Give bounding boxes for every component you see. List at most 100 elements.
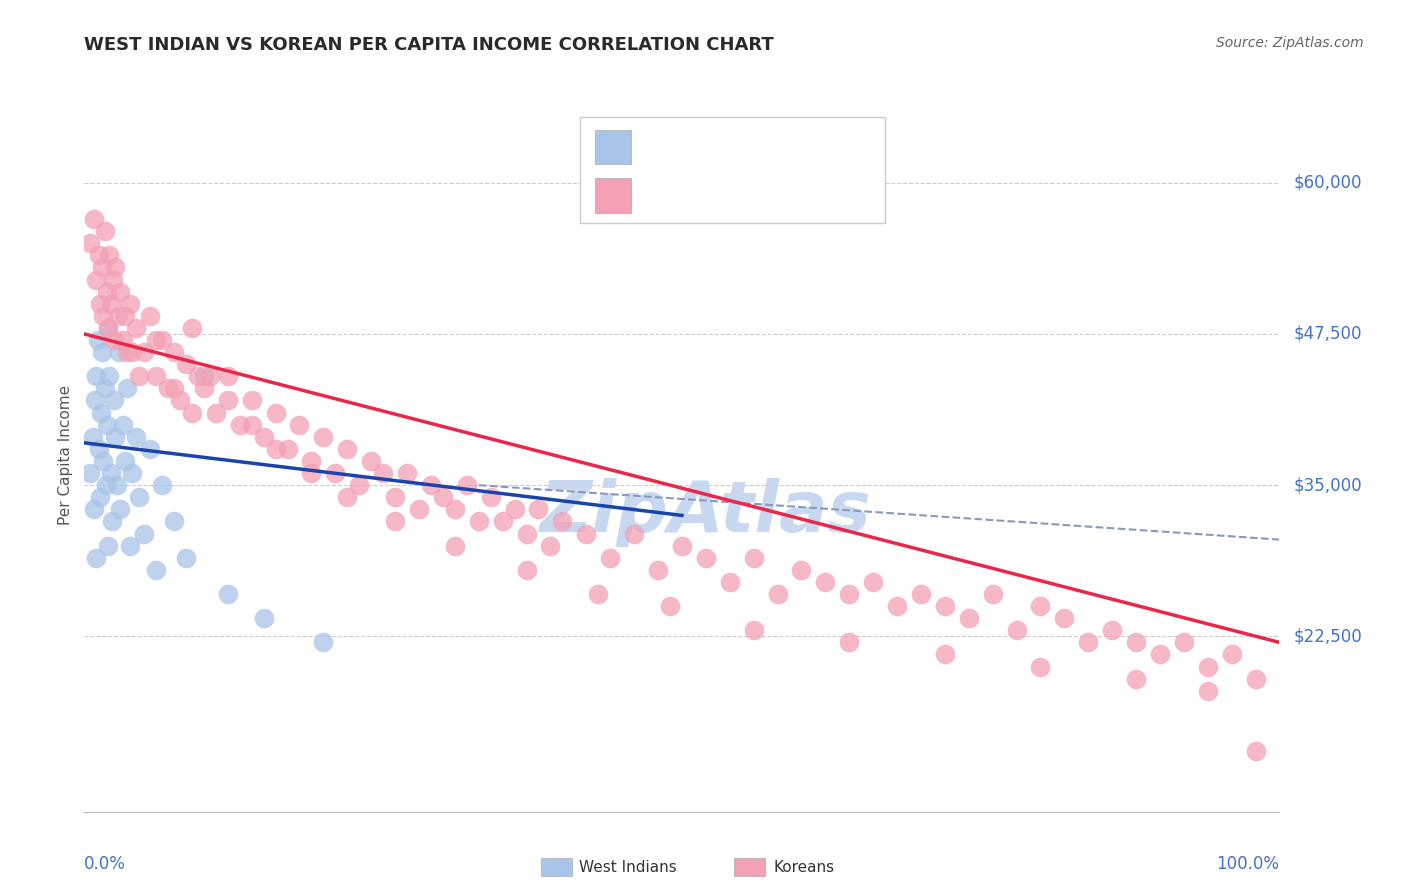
Point xyxy=(128,490,150,504)
Point xyxy=(492,515,515,529)
Point xyxy=(540,539,562,553)
Point xyxy=(198,369,221,384)
Point xyxy=(1244,672,1267,686)
Point xyxy=(253,611,276,625)
Point xyxy=(93,224,115,238)
Point xyxy=(1125,635,1147,649)
Point xyxy=(93,309,115,323)
Point xyxy=(1029,659,1052,673)
Point xyxy=(1029,599,1052,613)
Point xyxy=(862,574,884,589)
Text: R =: R = xyxy=(643,188,678,203)
Point xyxy=(103,333,125,347)
Point xyxy=(125,430,148,444)
Point xyxy=(110,502,132,516)
Point xyxy=(150,478,173,492)
Point xyxy=(96,417,118,432)
Point xyxy=(121,345,143,359)
Point xyxy=(83,502,105,516)
Text: WEST INDIAN VS KOREAN PER CAPITA INCOME CORRELATION CHART: WEST INDIAN VS KOREAN PER CAPITA INCOME … xyxy=(84,36,775,54)
Point xyxy=(145,369,167,384)
Point xyxy=(114,309,136,323)
Text: R =: R = xyxy=(643,139,678,154)
Text: -0.079: -0.079 xyxy=(690,139,748,154)
Point xyxy=(1149,648,1171,662)
Point xyxy=(240,393,263,408)
Point xyxy=(588,587,610,601)
Point xyxy=(174,357,197,371)
Point xyxy=(1005,624,1028,638)
Point xyxy=(647,563,669,577)
Point xyxy=(145,333,167,347)
Point xyxy=(384,490,406,504)
FancyBboxPatch shape xyxy=(595,130,630,164)
Point xyxy=(105,478,128,492)
Point xyxy=(97,321,120,335)
Point xyxy=(98,369,121,384)
Point xyxy=(301,454,323,468)
Point xyxy=(527,502,550,516)
Point xyxy=(128,369,150,384)
Point xyxy=(336,442,359,456)
Point xyxy=(1197,659,1219,673)
Point xyxy=(659,599,682,613)
Point xyxy=(79,466,101,480)
Point xyxy=(101,272,124,286)
Point xyxy=(101,515,124,529)
Point xyxy=(695,550,717,565)
Point xyxy=(100,466,122,480)
Point xyxy=(503,502,526,516)
Point xyxy=(336,490,359,504)
Point xyxy=(1197,683,1219,698)
Point xyxy=(145,563,167,577)
Point xyxy=(325,466,347,480)
Point xyxy=(157,381,180,395)
Point xyxy=(384,515,406,529)
Point xyxy=(981,587,1004,601)
Point xyxy=(240,417,263,432)
Point xyxy=(104,260,127,275)
Point xyxy=(117,345,139,359)
Point xyxy=(718,574,741,589)
Point xyxy=(150,333,173,347)
Point xyxy=(94,478,117,492)
Point xyxy=(742,550,765,565)
Text: 42: 42 xyxy=(810,139,832,154)
Point xyxy=(229,417,252,432)
Point xyxy=(110,285,132,299)
Text: Source: ZipAtlas.com: Source: ZipAtlas.com xyxy=(1216,36,1364,50)
Point xyxy=(117,381,139,395)
Point xyxy=(838,587,860,601)
Point xyxy=(118,539,141,553)
Point xyxy=(217,369,239,384)
Point xyxy=(468,515,491,529)
Point xyxy=(121,466,143,480)
Point xyxy=(107,309,129,323)
Point xyxy=(84,393,107,408)
Text: 100.0%: 100.0% xyxy=(1216,855,1279,872)
Point xyxy=(87,442,110,456)
Text: $60,000: $60,000 xyxy=(1294,174,1362,192)
Point xyxy=(163,515,186,529)
Point xyxy=(100,297,122,311)
Point xyxy=(139,442,162,456)
Point xyxy=(599,550,621,565)
Point xyxy=(174,550,197,565)
Point xyxy=(97,321,120,335)
Point xyxy=(132,345,156,359)
Point xyxy=(181,406,204,420)
Point xyxy=(264,442,287,456)
Point xyxy=(104,430,127,444)
Text: $35,000: $35,000 xyxy=(1294,476,1362,494)
FancyBboxPatch shape xyxy=(581,118,886,223)
Point xyxy=(187,369,209,384)
Point xyxy=(89,297,111,311)
Point xyxy=(360,454,382,468)
Point xyxy=(93,381,115,395)
Point xyxy=(288,417,311,432)
Text: 0.0%: 0.0% xyxy=(84,855,127,872)
Point xyxy=(432,490,454,504)
Point xyxy=(301,466,323,480)
Point xyxy=(253,430,276,444)
FancyBboxPatch shape xyxy=(595,178,630,212)
